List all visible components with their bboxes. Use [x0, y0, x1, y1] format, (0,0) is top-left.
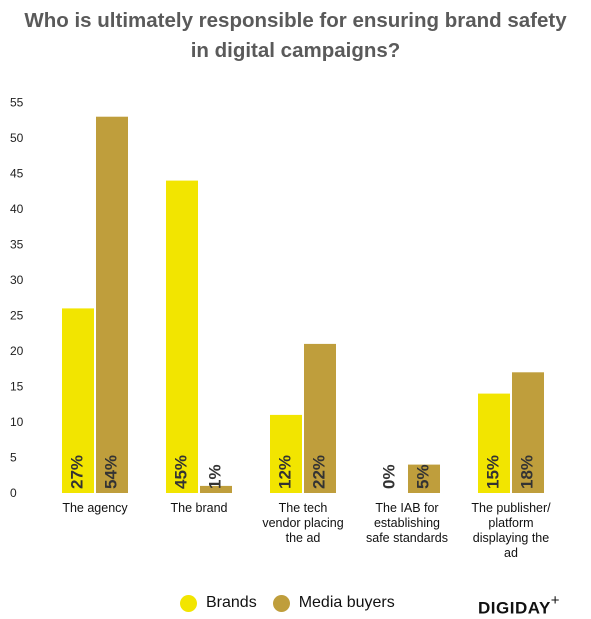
bar-value-label: 54% — [101, 455, 120, 489]
bar-media-buyers-0 — [96, 116, 128, 493]
bar-value-label: 1% — [205, 464, 224, 489]
bar-brands-1 — [166, 180, 198, 493]
legend-item-media-buyers: Media buyers — [272, 594, 395, 612]
legend-swatch-media-buyers — [272, 594, 290, 612]
digiday-logo-plus: + — [550, 592, 561, 609]
x-category-label-line: the ad — [286, 531, 321, 545]
chart-title: Who is ultimately responsible for ensuri… — [0, 6, 591, 66]
bar-value-label: 22% — [309, 455, 328, 489]
digiday-logo: DIGIDAY+ — [478, 592, 561, 619]
x-category-label-line: ad — [504, 546, 518, 560]
bar-value-label: 27% — [67, 455, 86, 489]
x-category-label-line: The IAB for — [375, 501, 438, 515]
x-category-label-3: The IAB for establishing safe standards — [366, 501, 448, 545]
x-category-label-line: The brand — [171, 501, 228, 515]
chart-title-line-1: Who is ultimately responsible for ensuri… — [24, 9, 567, 32]
bar-brands-2 — [270, 414, 302, 493]
y-tick-label: 5 — [10, 451, 17, 465]
chart-title-line-2: in digital campaigns? — [190, 39, 401, 62]
y-tick-label: 10 — [10, 415, 24, 429]
x-category-label-line: safe standards — [366, 531, 448, 545]
legend-label-brands: Brands — [206, 594, 257, 611]
bar-value-label: 0% — [379, 464, 398, 489]
y-tick-label: 15 — [10, 380, 24, 394]
x-category-label-line: establishing — [374, 516, 440, 530]
y-tick-label: 50 — [10, 131, 24, 145]
bar-value-label: 12% — [275, 455, 294, 489]
bar-media-buyers-1 — [200, 485, 232, 493]
x-category-label-line: vendor placing — [262, 516, 343, 530]
bar-value-label: 18% — [517, 455, 536, 489]
bar-value-label: 5% — [413, 464, 432, 489]
y-tick-label: 0 — [10, 486, 17, 500]
legend-item-brands: Brands — [180, 594, 257, 612]
y-tick-label: 55 — [10, 96, 24, 110]
x-category-label-line: The publisher/ — [471, 501, 551, 515]
x-category-label-line: The tech — [279, 501, 328, 515]
digiday-logo-text: DIGIDAY — [478, 598, 551, 618]
x-category-label-line: platform — [488, 516, 533, 530]
bar-brands-4 — [478, 393, 510, 493]
x-category-label-1: The brand — [171, 501, 228, 515]
x-category-label-line: The agency — [62, 501, 128, 515]
bar-chart: 0 5 10 15 20 25 30 35 40 45 50 55 27% 45% 12% 0% 15% 54% 1… — [10, 96, 551, 561]
y-tick-label: 30 — [10, 273, 24, 287]
y-tick-label: 45 — [10, 167, 24, 181]
y-tick-label: 20 — [10, 344, 24, 358]
bar-media-buyers-2 — [304, 343, 336, 493]
legend-label-media-buyers: Media buyers — [298, 594, 395, 611]
bar-brands-0 — [62, 308, 94, 493]
legend-swatch-brands — [180, 594, 197, 612]
bar-value-label: 15% — [483, 455, 502, 489]
bar-media-buyers-4 — [512, 372, 544, 493]
y-tick-label: 40 — [10, 202, 24, 216]
chart-legend: Brands Media buyers — [180, 592, 411, 614]
x-category-label-4: The publisher/platform displaying the ad — [471, 501, 551, 560]
bar-value-label: 45% — [171, 455, 190, 489]
x-category-label-0: The agency — [62, 501, 128, 515]
y-tick-label: 35 — [10, 238, 24, 252]
bar-media-buyers-3 — [408, 464, 440, 493]
y-tick-label: 25 — [10, 309, 24, 323]
x-category-label-line: displaying the — [473, 531, 549, 545]
x-category-label-2: The tech vendor placing the ad — [262, 501, 343, 545]
